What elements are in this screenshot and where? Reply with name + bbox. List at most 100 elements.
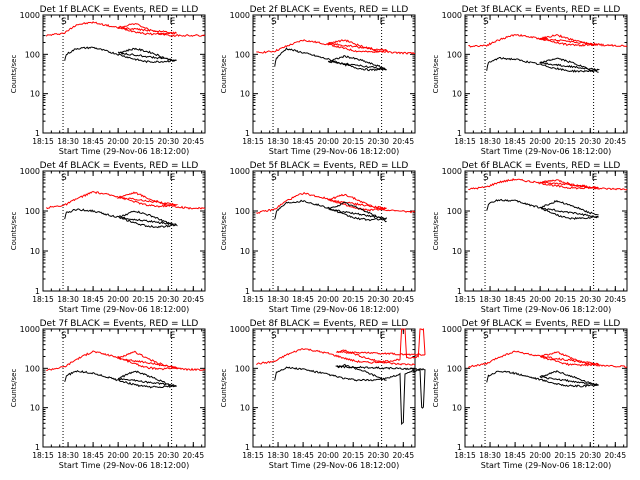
marker-label-e: E — [380, 17, 386, 27]
y-tick-label: 1 — [457, 443, 462, 452]
plot-title: Det 2f BLACK = Events, RED = LLD — [250, 5, 409, 15]
x-tick-label: 20:45 — [392, 295, 414, 304]
x-tick-label: 18:15 — [454, 295, 476, 304]
y-tick-label: 10 — [452, 247, 462, 256]
x-tick-label: 20:45 — [604, 137, 626, 146]
plot-frame — [252, 328, 416, 448]
y-axis-label: Counts/sec — [10, 369, 18, 408]
y-tick-label: 100 — [235, 207, 250, 216]
plot-panel-4: Det 4f BLACK = Events, RED = LLD 1 10 100 10… — [10, 161, 206, 314]
x-tick-label: 18:30 — [267, 295, 289, 304]
y-tick-label: 1 — [457, 287, 462, 296]
marker-label-e: E — [170, 17, 176, 27]
x-tick-label: 18:30 — [267, 137, 289, 146]
series-line-lld — [468, 178, 628, 191]
marker-label-s: S — [483, 331, 489, 341]
x-axis-label: Start Time (29-Nov-06 18:12:00) — [481, 305, 611, 314]
x-tick-label: 20:00 — [529, 451, 551, 460]
x-tick-label: 20:45 — [392, 137, 414, 146]
plot-title: Det 4f BLACK = Events, RED = LLD — [40, 161, 199, 171]
y-tick-label: 100 — [25, 207, 40, 216]
x-tick-label: 18:45 — [292, 137, 314, 146]
x-tick-label: 18:15 — [32, 137, 54, 146]
x-tick-label: 20:15 — [554, 137, 576, 146]
x-tick-label: 20:15 — [342, 451, 364, 460]
marker-label-e: E — [380, 173, 386, 183]
x-tick-label: 18:30 — [57, 137, 79, 146]
plot-frame — [252, 170, 416, 292]
y-tick-label: 10 — [30, 90, 40, 99]
x-tick-label: 20:15 — [342, 295, 364, 304]
x-tick-label: 20:30 — [579, 295, 601, 304]
marker-label-e: E — [592, 173, 598, 183]
x-tick-label: 20:30 — [157, 137, 179, 146]
y-axis-label: Counts/sec — [432, 55, 440, 94]
x-tick-label: 20:00 — [317, 295, 339, 304]
x-tick-label: 18:30 — [479, 295, 501, 304]
plot-frame — [464, 170, 628, 292]
series-line-lld — [256, 39, 415, 55]
series-line-lld — [46, 350, 206, 372]
plot-frame — [464, 328, 628, 448]
marker-label-s: S — [483, 173, 489, 183]
x-tick-label: 18:30 — [267, 451, 289, 460]
y-tick-label: 1000 — [230, 11, 250, 20]
y-axis-label: Counts/sec — [220, 55, 228, 94]
x-tick-label: 20:30 — [579, 451, 601, 460]
x-tick-label: 20:00 — [107, 451, 129, 460]
y-axis-label: Counts/sec — [432, 369, 440, 408]
marker-label-s: S — [271, 17, 277, 27]
marker-label-e: E — [170, 173, 176, 183]
plot-panel-2: Det 2f BLACK = Events, RED = LLD 1 10 100 10… — [220, 5, 416, 156]
series-line-events — [274, 199, 388, 223]
x-tick-label: 20:30 — [157, 295, 179, 304]
plot-frame — [42, 328, 206, 448]
series-line-events — [274, 363, 426, 426]
x-tick-label: 20:45 — [604, 295, 626, 304]
y-tick-label: 10 — [452, 404, 462, 413]
series-line-lld — [45, 21, 206, 37]
y-tick-label: 10 — [452, 90, 462, 99]
series-line-lld — [467, 350, 628, 368]
x-axis-label: Start Time (29-Nov-06 18:12:00) — [481, 461, 611, 470]
marker-label-s: S — [271, 173, 277, 183]
x-axis-label: Start Time (29-Nov-06 18:12:00) — [59, 305, 189, 314]
y-tick-label: 1000 — [230, 325, 250, 334]
x-tick-label: 20:30 — [367, 295, 389, 304]
y-tick-label: 1 — [35, 287, 40, 296]
x-tick-label: 20:15 — [132, 295, 154, 304]
y-tick-label: 10 — [240, 247, 250, 256]
x-tick-label: 20:30 — [579, 137, 601, 146]
plot-title: Det 7f BLACK = Events, RED = LLD — [40, 319, 199, 329]
y-tick-label: 1000 — [442, 11, 462, 20]
series-line-events — [64, 370, 177, 389]
x-tick-label: 20:30 — [157, 451, 179, 460]
y-tick-label: 10 — [240, 404, 250, 413]
marker-label-s: S — [271, 331, 277, 341]
plot-panel-1: Det 1f BLACK = Events, RED = LLD 1 10 100 10… — [10, 5, 206, 156]
x-tick-label: 18:30 — [479, 451, 501, 460]
series-line-events — [64, 208, 179, 229]
x-tick-label: 18:45 — [82, 451, 104, 460]
y-axis-label: Counts/sec — [432, 212, 440, 251]
x-tick-label: 20:15 — [554, 295, 576, 304]
x-tick-label: 20:00 — [107, 295, 129, 304]
plot-title: Det 3f BLACK = Events, RED = LLD — [462, 5, 621, 15]
y-tick-label: 1000 — [20, 325, 40, 334]
x-tick-label: 20:15 — [342, 137, 364, 146]
y-tick-label: 1 — [457, 129, 462, 138]
x-tick-label: 20:00 — [317, 137, 339, 146]
x-tick-label: 18:15 — [32, 451, 54, 460]
x-axis-label: Start Time (29-Nov-06 18:12:00) — [269, 147, 399, 156]
plot-title: Det 9f BLACK = Events, RED = LLD — [462, 319, 621, 329]
plot-title: Det 6f BLACK = Events, RED = LLD — [462, 161, 621, 171]
y-tick-label: 100 — [447, 364, 462, 373]
x-tick-label: 18:15 — [454, 451, 476, 460]
plot-panel-9: Det 9f BLACK = Events, RED = LLD 1 10 100 10… — [432, 319, 628, 470]
x-tick-label: 18:45 — [292, 451, 314, 460]
plot-panel-6: Det 6f BLACK = Events, RED = LLD 1 10 100 10… — [432, 161, 628, 314]
x-tick-label: 20:00 — [317, 451, 339, 460]
y-tick-label: 1000 — [230, 167, 250, 176]
x-tick-label: 18:15 — [242, 137, 264, 146]
x-tick-label: 20:00 — [529, 137, 551, 146]
